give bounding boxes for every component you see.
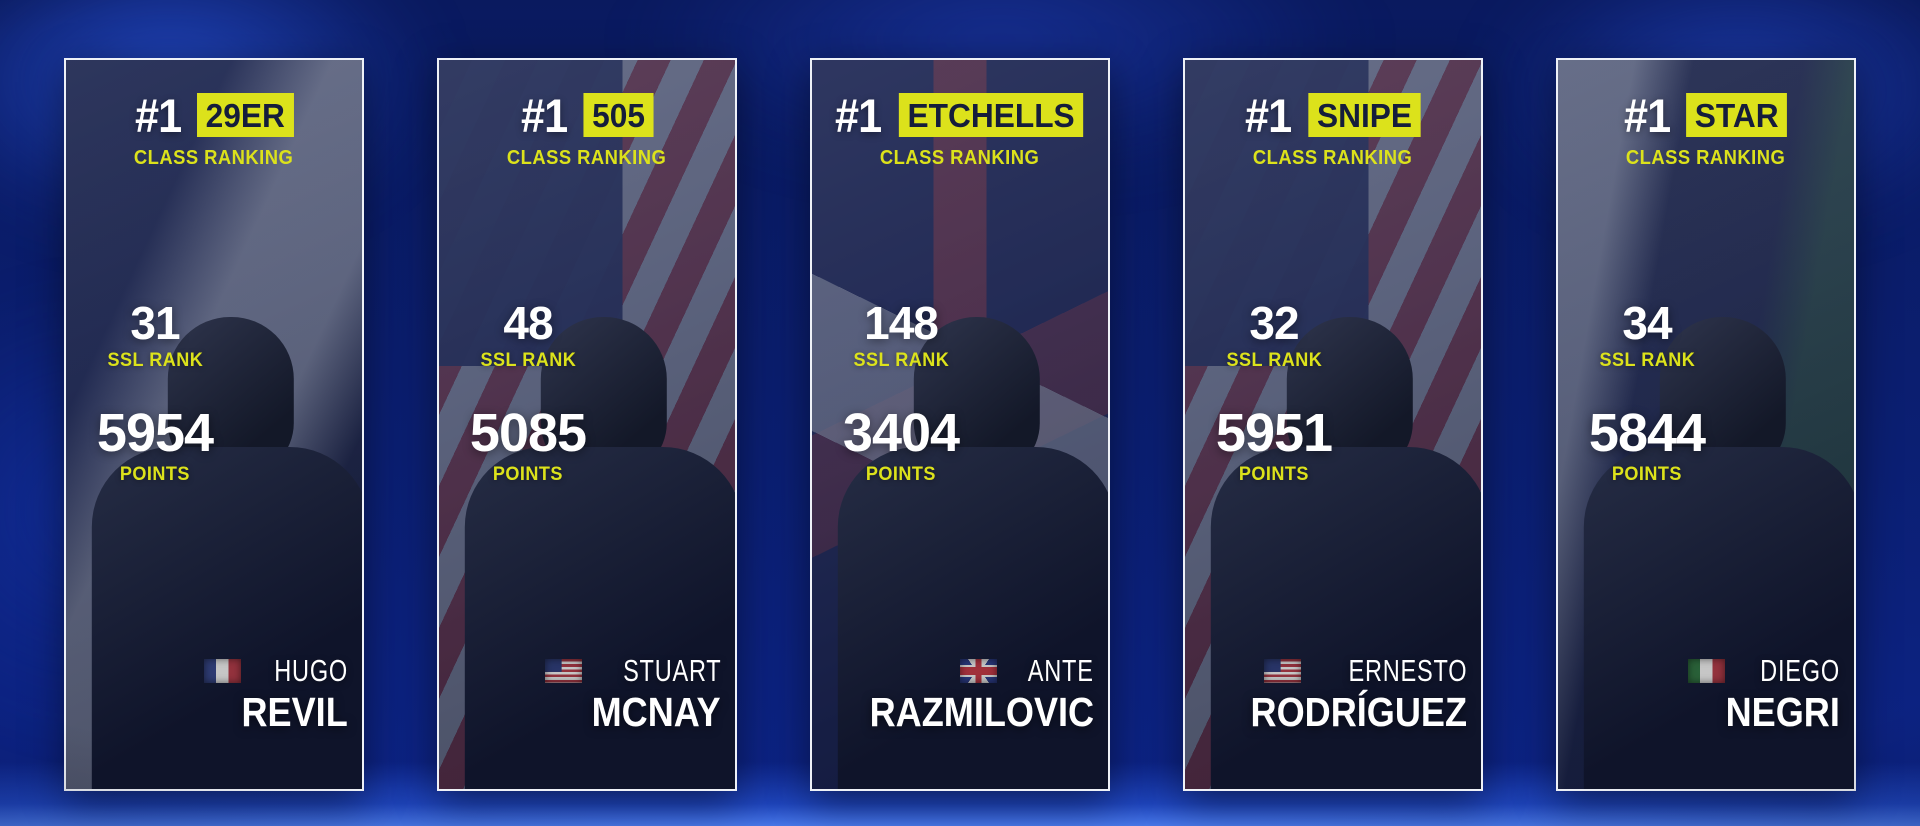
cards-row: #1 29ER CLASS RANKING 31 SSL RANK 5954 P… <box>0 58 1920 791</box>
uk-flag-icon <box>960 658 998 683</box>
ssl-rank-value: 32 <box>1249 297 1299 349</box>
sailor-name-block: STUART MCNAY <box>544 653 721 735</box>
ranking-card-29er: #1 29ER CLASS RANKING 31 SSL RANK 5954 P… <box>64 58 364 791</box>
sailor-last-name: NEGRI <box>1725 689 1840 735</box>
usa-flag-icon <box>1263 658 1301 683</box>
rank-row: #1 STAR <box>1558 90 1854 140</box>
sailor-last-name: RAZMILOVIC <box>869 689 1094 735</box>
stats-column: 34 SSL RANK 5844 POINTS <box>1566 300 1728 486</box>
rank-row: #1 505 <box>439 90 735 140</box>
ranking-card-etchells: #1 ETCHELLS CLASS RANKING 148 SSL RANK 3… <box>810 58 1110 791</box>
ranking-card-505: #1 505 CLASS RANKING 48 SSL RANK 5085 PO… <box>437 58 737 791</box>
points-label: POINTS <box>865 464 937 485</box>
ssl-rank-stat: 148 SSL RANK <box>820 300 982 372</box>
sailor-last-name: MCNAY <box>592 689 721 735</box>
points-stat: 5951 POINTS <box>1193 406 1355 486</box>
class-badge: 29ER <box>196 93 294 137</box>
rank-number: #1 <box>1245 88 1292 142</box>
points-stat: 3404 POINTS <box>820 406 982 486</box>
points-label: POINTS <box>119 464 191 485</box>
ssl-rank-stat: 32 SSL RANK <box>1193 300 1355 372</box>
ssl-rank-value: 148 <box>864 297 939 349</box>
stats-column: 32 SSL RANK 5951 POINTS <box>1193 300 1355 486</box>
card-header: #1 ETCHELLS CLASS RANKING <box>812 90 1108 170</box>
rank-number: #1 <box>1624 88 1671 142</box>
ssl-rank-label: SSL RANK <box>1226 350 1322 371</box>
points-label: POINTS <box>492 464 564 485</box>
sailor-torso <box>91 447 362 789</box>
class-ranking-label: CLASS RANKING <box>507 147 667 169</box>
rank-number: #1 <box>834 88 882 142</box>
rank-number: #1 <box>134 88 182 142</box>
stats-column: 48 SSL RANK 5085 POINTS <box>447 300 609 486</box>
ssl-rank-value: 31 <box>130 297 180 349</box>
stats-column: 31 SSL RANK 5954 POINTS <box>74 300 236 486</box>
ssl-rank-stat: 34 SSL RANK <box>1566 300 1728 372</box>
sailor-torso <box>464 447 735 789</box>
ssl-rank-value: 34 <box>1622 297 1672 349</box>
france-flag-icon <box>204 658 241 683</box>
class-badge: ETCHELLS <box>898 93 1084 137</box>
points-stat: 5844 POINTS <box>1566 406 1728 486</box>
first-name-row: HUGO <box>204 655 348 686</box>
class-ranking-label: CLASS RANKING <box>1253 147 1413 169</box>
points-label: POINTS <box>1238 464 1310 485</box>
points-value: 5951 <box>1215 403 1333 463</box>
sailor-torso <box>837 447 1108 789</box>
class-badge: SNIPE <box>1307 93 1421 137</box>
sailor-name-block: ANTE RAZMILOVIC <box>839 655 1094 733</box>
sailor-last-name: RODRÍGUEZ <box>1250 689 1467 735</box>
sailor-name-block: DIEGO NEGRI <box>1688 655 1840 733</box>
ssl-rank-stat: 31 SSL RANK <box>74 300 236 372</box>
first-name-row: ANTE <box>839 655 1094 686</box>
card-header: #1 505 CLASS RANKING <box>439 90 735 170</box>
sailor-torso <box>1583 447 1854 789</box>
points-value: 5085 <box>469 403 587 463</box>
ssl-rank-label: SSL RANK <box>853 350 949 371</box>
points-label: POINTS <box>1611 464 1683 485</box>
points-stat: 5954 POINTS <box>74 406 236 486</box>
rank-row: #1 29ER <box>66 90 362 140</box>
rank-row: #1 SNIPE <box>1185 90 1481 140</box>
points-value: 3404 <box>842 403 960 463</box>
points-value: 5954 <box>96 403 214 463</box>
rank-number: #1 <box>521 88 568 142</box>
stats-column: 148 SSL RANK 3404 POINTS <box>820 300 982 486</box>
first-name-row: ERNESTO <box>1221 655 1467 686</box>
class-ranking-label: CLASS RANKING <box>134 147 294 169</box>
sailor-name-block: ERNESTO RODRÍGUEZ <box>1221 655 1467 733</box>
ranking-card-snipe: #1 SNIPE CLASS RANKING 32 SSL RANK 5951 … <box>1183 58 1483 791</box>
ssl-rank-stat: 48 SSL RANK <box>447 300 609 372</box>
sailor-torso <box>1210 447 1481 789</box>
points-stat: 5085 POINTS <box>447 406 609 486</box>
usa-flag-icon <box>544 658 582 683</box>
sailor-first-name: HUGO <box>274 653 348 688</box>
card-header: #1 STAR CLASS RANKING <box>1558 90 1854 170</box>
first-name-row: STUART <box>544 653 721 688</box>
sailor-name-block: HUGO REVIL <box>204 655 348 733</box>
ranking-card-star: #1 STAR CLASS RANKING 34 SSL RANK 5844 P… <box>1556 58 1856 791</box>
sailor-first-name: DIEGO <box>1760 653 1840 688</box>
rank-row: #1 ETCHELLS <box>812 90 1108 140</box>
class-ranking-label: CLASS RANKING <box>1626 147 1786 169</box>
ssl-rank-label: SSL RANK <box>480 350 576 371</box>
ssl-rank-label: SSL RANK <box>1599 350 1695 371</box>
sailor-first-name: ANTE <box>1028 653 1094 688</box>
sailor-first-name: ERNESTO <box>1348 653 1467 688</box>
class-badge: 505 <box>583 93 654 137</box>
points-value: 5844 <box>1588 403 1706 463</box>
card-header: #1 29ER CLASS RANKING <box>66 90 362 170</box>
class-ranking-label: CLASS RANKING <box>880 147 1040 169</box>
class-badge: STAR <box>1686 93 1788 137</box>
italy-flag-icon <box>1688 658 1726 683</box>
sailor-last-name: REVIL <box>241 689 348 735</box>
first-name-row: DIEGO <box>1688 655 1840 686</box>
sailor-first-name: STUART <box>622 653 721 688</box>
card-header: #1 SNIPE CLASS RANKING <box>1185 90 1481 170</box>
ssl-rank-value: 48 <box>503 297 553 349</box>
ssl-rank-label: SSL RANK <box>107 350 203 371</box>
